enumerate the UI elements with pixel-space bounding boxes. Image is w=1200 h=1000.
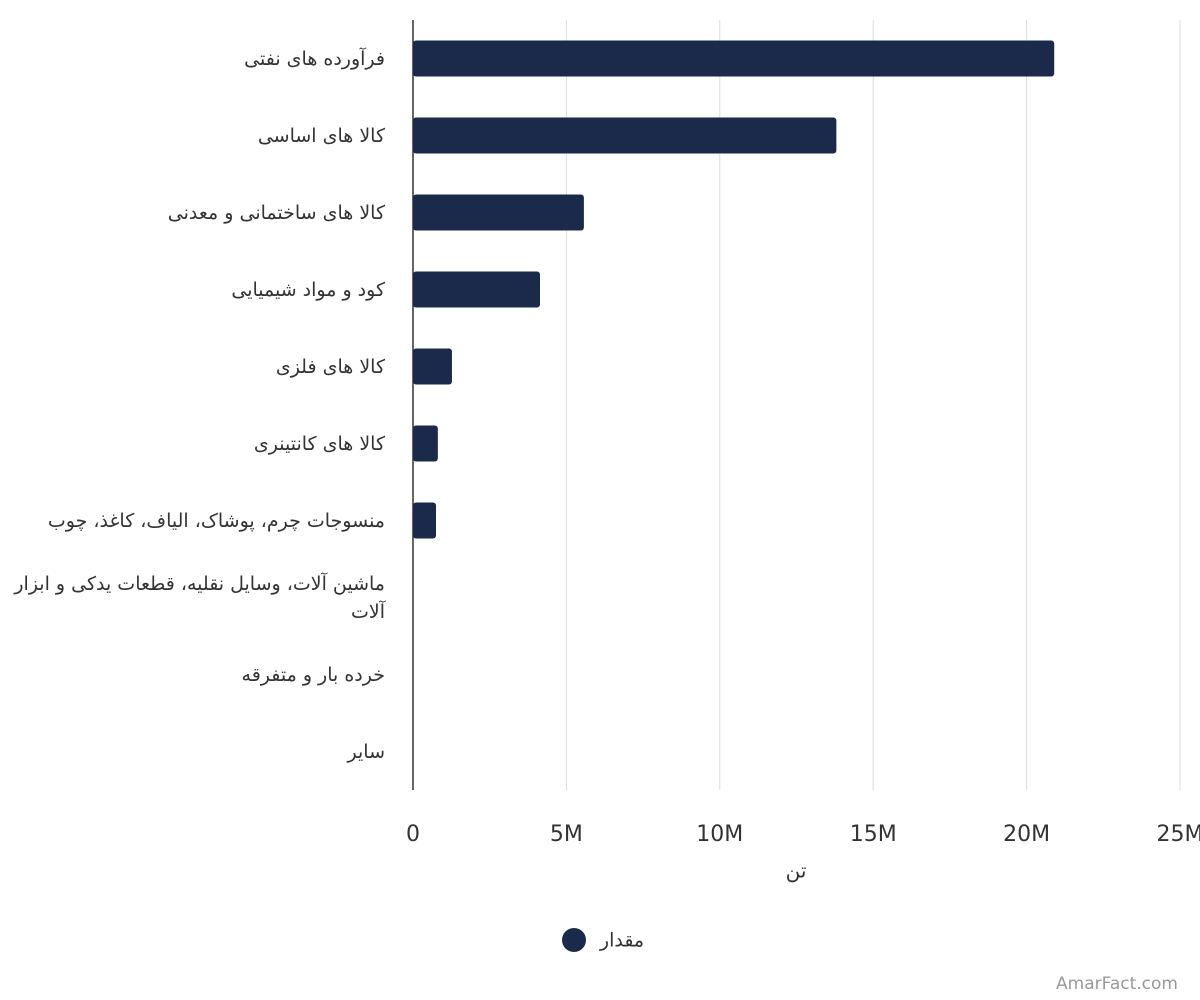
legend-marker bbox=[562, 928, 586, 952]
y-tick-label: کالا های اساسی bbox=[257, 124, 385, 147]
bar bbox=[413, 117, 837, 154]
x-tick-label: 15M bbox=[850, 822, 897, 847]
x-axis-title: تن bbox=[786, 859, 807, 883]
y-tick-label: خرده بار و متفرقه bbox=[241, 663, 385, 686]
bar bbox=[413, 425, 438, 462]
bar bbox=[413, 194, 584, 231]
y-tick-label: کالا های کانتینری bbox=[253, 432, 385, 455]
y-tick-label: منسوجات چرم، پوشاک، الیاف، کاغذ، چوب bbox=[47, 509, 385, 532]
x-tick-label: 0 bbox=[406, 822, 420, 847]
y-tick-label: ماشین آلات، وسایل نقلیه، قطعات یدکی و اب… bbox=[14, 572, 385, 623]
x-tick-label: 25M bbox=[1157, 822, 1200, 847]
bar bbox=[413, 40, 1055, 77]
y-tick-label: فرآورده های نفتی bbox=[244, 47, 385, 70]
x-tick-label: 5M bbox=[550, 822, 583, 847]
x-tick-label: 20M bbox=[1003, 822, 1050, 847]
y-tick-label: کود و مواد شیمیایی bbox=[231, 278, 385, 301]
legend-label: مقدار bbox=[599, 930, 644, 952]
y-tick-label: کالا های فلزی bbox=[275, 355, 385, 378]
bar bbox=[413, 271, 541, 308]
y-tick-label: سایر bbox=[347, 740, 385, 763]
bar bbox=[413, 348, 452, 385]
y-tick-label: کالا های ساختمانی و معدنی bbox=[167, 201, 385, 224]
bar bbox=[413, 502, 437, 539]
x-tick-label: 10M bbox=[696, 822, 743, 847]
watermark: AmarFact.com bbox=[1056, 974, 1178, 994]
